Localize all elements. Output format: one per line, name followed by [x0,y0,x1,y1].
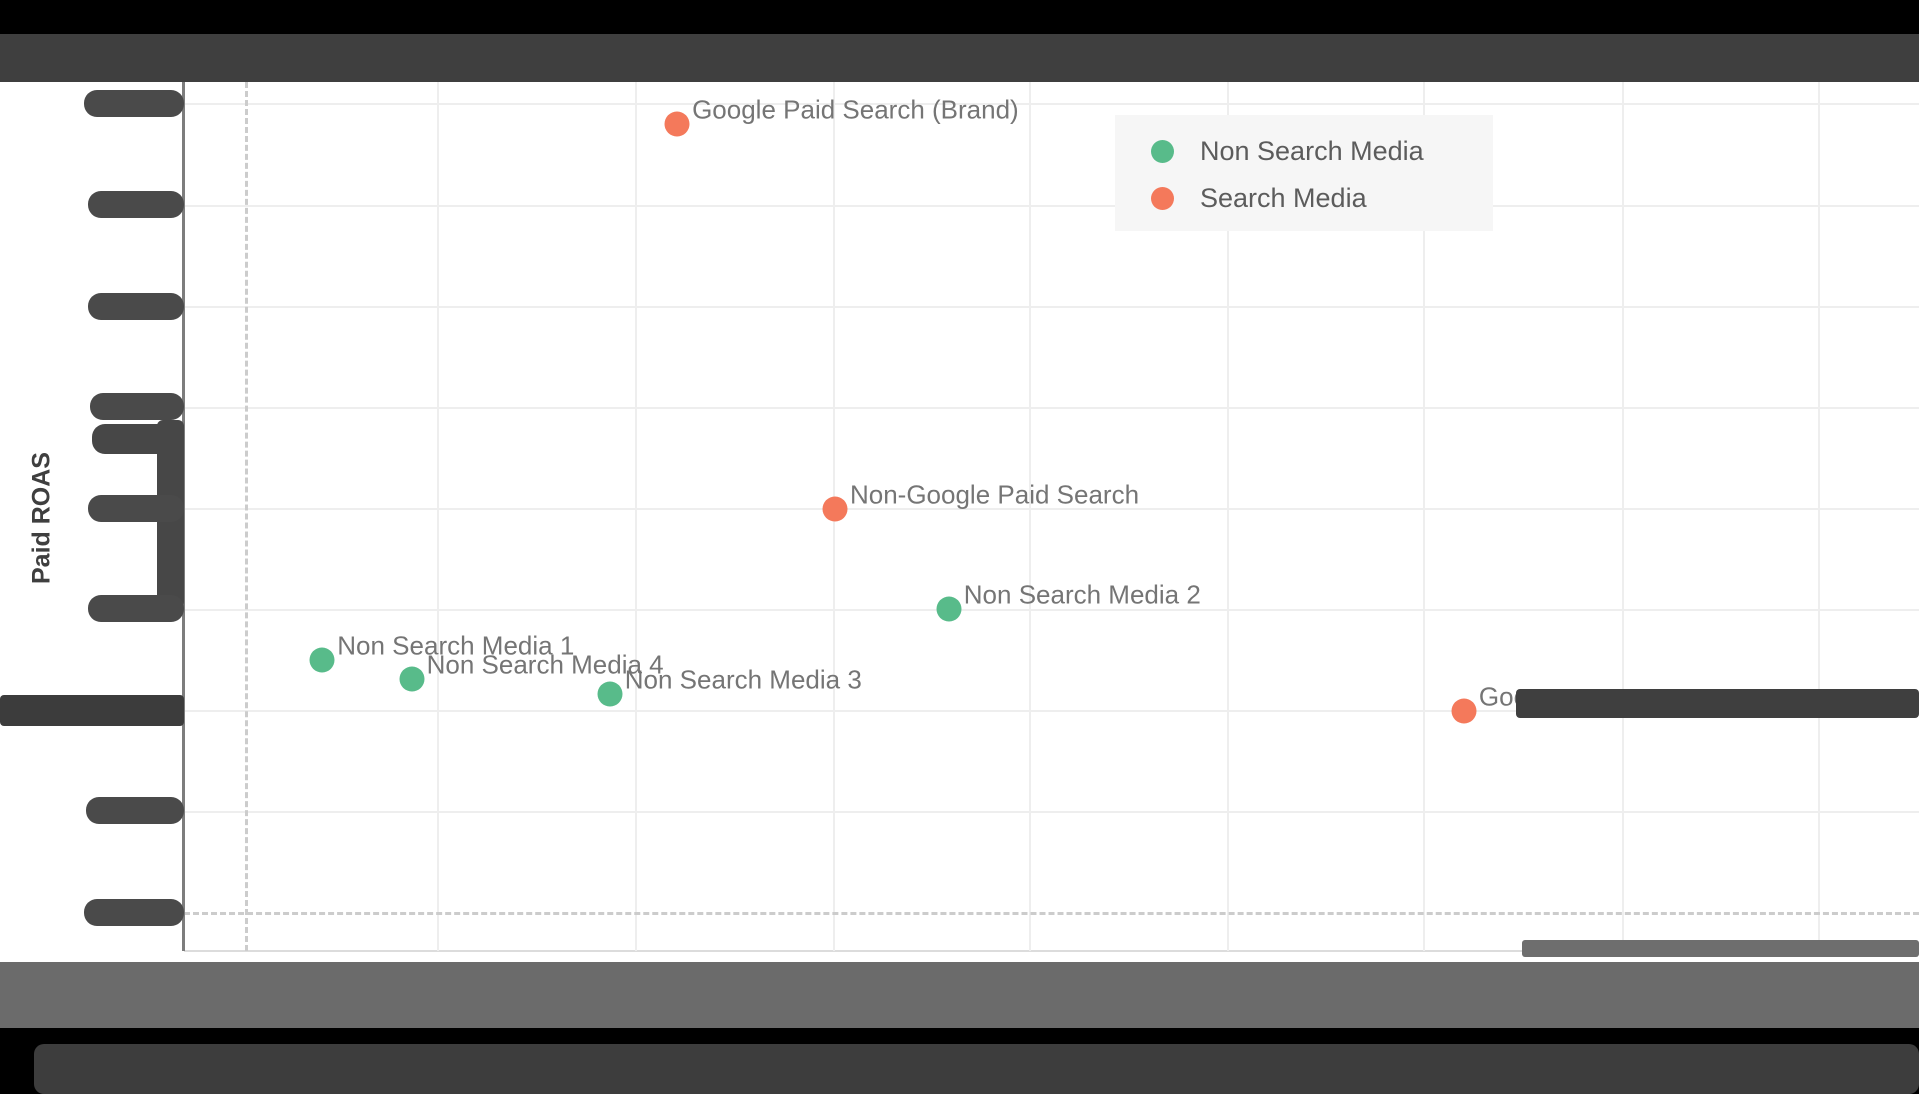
point-label: Google Paid Search (Brand) [692,94,1019,125]
point-label-redaction [1516,689,1919,718]
y-tick-redaction-7 [86,797,184,824]
v-reference-line [244,82,248,951]
legend-entry[interactable]: Non Search Media [1151,131,1424,171]
h-gridline [184,608,1919,611]
scatter-point[interactable] [399,666,425,692]
point-label: Non Search Media 2 [963,579,1201,610]
v-gridline [1422,82,1425,951]
scatter-point[interactable] [309,647,335,673]
y-tick-redaction-8 [84,899,184,926]
scatter-point[interactable] [1451,698,1477,724]
legend-label: Search Media [1200,182,1367,213]
scatter-point[interactable] [597,681,623,707]
legend-label: Non Search Media [1200,135,1424,166]
point-label: Non Search Media 1 [337,630,575,661]
h-gridline [184,507,1919,510]
y-tick-redaction-1 [84,90,184,117]
v-gridline [1622,82,1625,951]
v-gridline [635,82,638,951]
y-axis-label: Paid ROAS [27,452,56,584]
plot-area: Non Search Media 1 Non Search Media 4 Non … [182,82,1919,952]
x-axis-line [184,950,1919,952]
x-tick-redaction-right [1522,940,1919,957]
scatter-point[interactable] [936,596,962,622]
y-tick-redaction-wide [0,695,184,726]
legend: Non Search Media Search Media [1115,115,1493,231]
v-gridline [437,82,440,951]
x-axis-redaction-band [0,962,1919,1028]
legend-dot-icon [1151,139,1174,163]
point-label: Non Search Media 4 [426,649,664,680]
h-gridline [184,204,1919,207]
h-gridline [184,407,1919,409]
legend-dot-icon [1151,186,1174,210]
legend-entry[interactable]: Search Media [1151,178,1367,218]
scatter-point[interactable] [822,496,848,522]
h-gridline [184,811,1919,814]
y-tick-redaction-3 [88,293,184,320]
bottom-bar-redaction [34,1044,1919,1094]
scatter-point[interactable] [664,111,690,137]
point-label: Non Search Media 3 [624,664,862,695]
y-tick-redaction-4 [90,393,184,420]
y-tick-redaction-5 [88,495,184,522]
top-black-bar [0,0,1919,34]
y-tick-redaction-2 [88,191,184,218]
v-gridline [1818,82,1821,951]
h-gridline [184,710,1919,713]
point-label: Non-Google Paid Search [849,479,1140,510]
v-gridline [1226,82,1229,951]
h-gridline [184,306,1919,309]
h-gridline [184,102,1919,105]
title-bar-redaction [0,34,1919,82]
y-tick-redaction-6 [88,595,184,622]
v-gridline [1028,82,1031,951]
h-reference-line [184,911,1919,915]
